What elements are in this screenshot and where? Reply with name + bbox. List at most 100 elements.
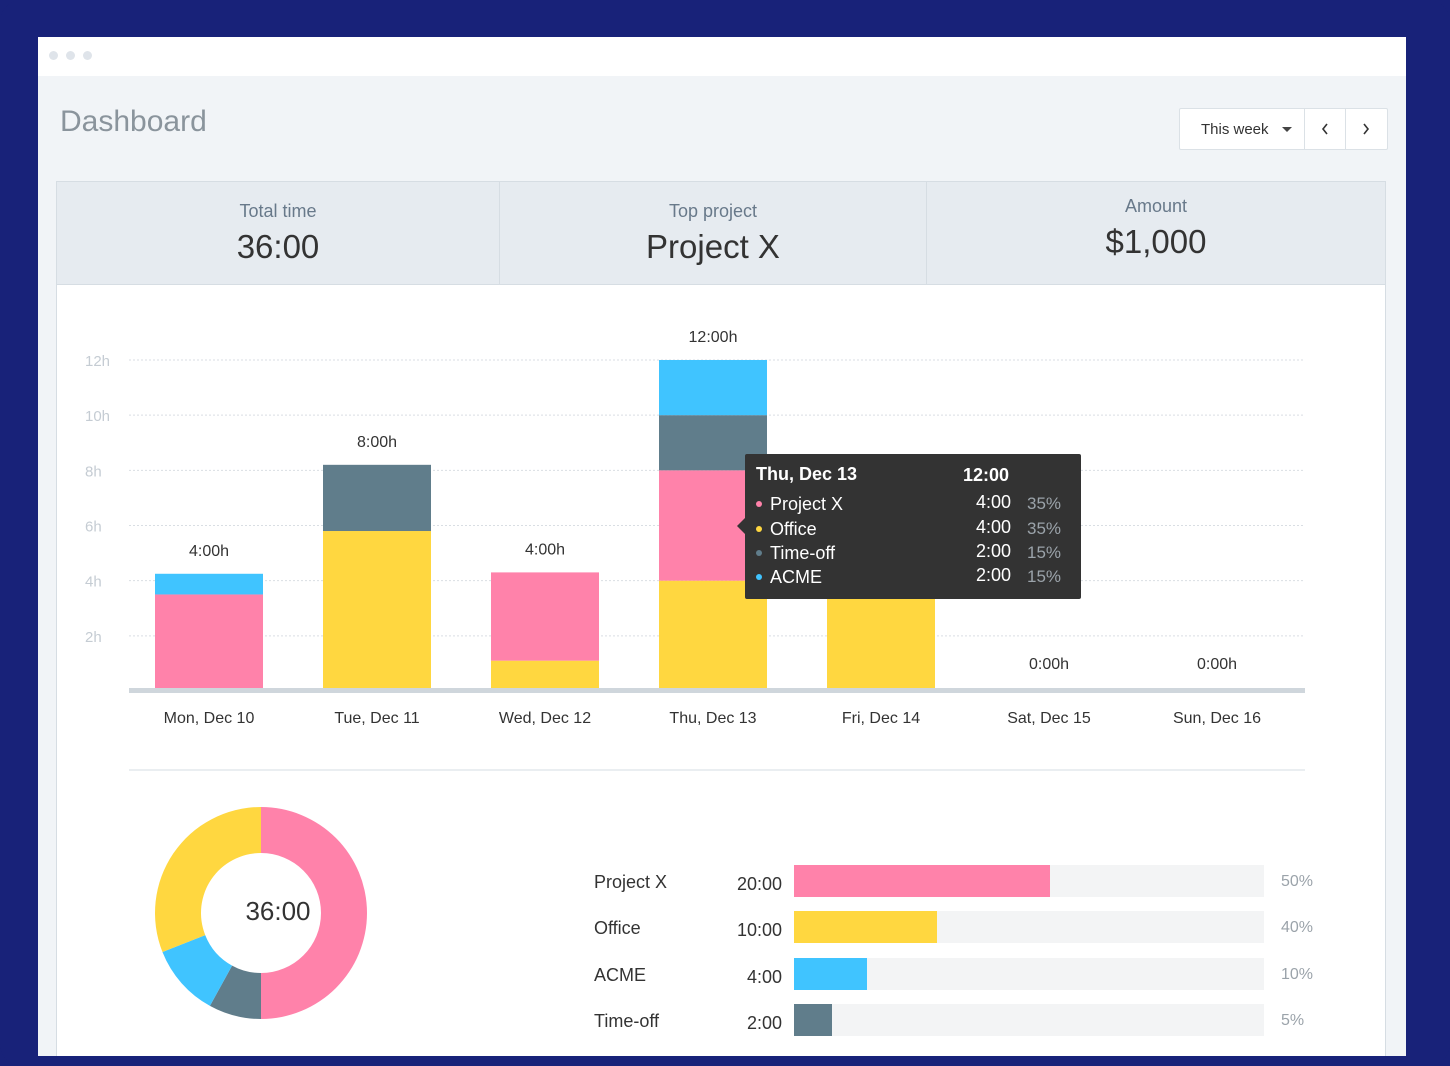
x-tick-label: Tue, Dec 11 xyxy=(334,710,419,727)
chart-baseline xyxy=(129,688,1305,693)
legend-bar-track xyxy=(794,865,1264,897)
stat-total-time: Total time 36:00 xyxy=(57,182,499,284)
donut-slice xyxy=(162,935,233,1006)
legend-name: Project X xyxy=(594,872,668,892)
tooltip-date: Thu, Dec 13 xyxy=(756,464,858,484)
tooltip-row: Time-off 2:00 15% xyxy=(745,541,1081,565)
bar-segment xyxy=(659,580,767,691)
page-title: Dashboard xyxy=(60,105,207,138)
x-tick-label: Wed, Dec 12 xyxy=(499,710,591,727)
legend-time: 20:00 xyxy=(736,874,782,894)
legend-bar-track xyxy=(794,958,1264,990)
tooltip-row-name: Project X xyxy=(770,494,844,514)
x-tick-label: Thu, Dec 13 xyxy=(669,710,756,727)
legend-time: 4:00 xyxy=(746,967,782,987)
bar-segment xyxy=(155,573,263,595)
window-dot-icon xyxy=(83,51,92,60)
tooltip-row-name: Office xyxy=(770,519,817,539)
tooltip-row-time: 2:00 xyxy=(975,565,1011,585)
project-x-dot-icon xyxy=(756,501,762,507)
legend-bar-fill xyxy=(794,958,867,990)
donut-center-label: 36:00 xyxy=(245,896,311,926)
tooltip-row-time: 4:00 xyxy=(975,492,1011,512)
y-tick-label: 12h xyxy=(85,353,110,370)
legend-bar-fill xyxy=(794,1004,832,1036)
bar-total-label: 0:00h xyxy=(1029,656,1069,673)
legend-name: Office xyxy=(594,918,641,938)
prev-week-button[interactable] xyxy=(1305,109,1345,149)
app-window: Dashboard This week Total time 36:00 xyxy=(38,37,1406,1056)
donut-slice xyxy=(209,965,261,1019)
bar-total-label: 4:00h xyxy=(525,541,565,558)
divider xyxy=(926,182,927,284)
bar-chart: 2h 4h 6h 8h 10h 12h 4:00h Mon, Dec 10 8:00h Tue, … xyxy=(85,329,1305,1019)
legend-time: 2:00 xyxy=(746,1013,782,1033)
donut-slice xyxy=(155,807,261,953)
tooltip-total: 12:00 xyxy=(963,465,1010,485)
tooltip-row-name: ACME xyxy=(770,567,823,587)
tooltip-row-name: Time-off xyxy=(770,543,836,563)
tooltip-row-pct: 15% xyxy=(1027,567,1062,586)
acme-dot-icon xyxy=(756,574,762,580)
y-tick-label: 10h xyxy=(85,408,110,425)
x-tick-label: Fri, Dec 14 xyxy=(842,710,920,727)
tooltip-row-time: 2:00 xyxy=(975,541,1011,561)
window-dot-icon xyxy=(66,51,75,60)
bar-total-label: 12:00h xyxy=(689,329,738,346)
x-tick-label: Sat, Dec 15 xyxy=(1007,710,1091,727)
time-off-dot-icon xyxy=(756,550,762,556)
legend-name: ACME xyxy=(594,965,647,985)
legend-row-acme[interactable]: ACME 4:00 10% xyxy=(594,958,1334,994)
range-select[interactable]: This week xyxy=(1180,109,1305,149)
x-tick-label: Mon, Dec 10 xyxy=(164,710,255,727)
bar-segment xyxy=(491,572,599,661)
legend-name: Time-off xyxy=(594,1011,660,1031)
legend-pct: 10% xyxy=(1281,966,1314,983)
stat-amount: Amount $1,000 xyxy=(927,182,1385,284)
dashboard-card: Total time 36:00 Top project Project X A… xyxy=(56,181,1386,1056)
bar-total-label: 4:00h xyxy=(189,543,229,560)
chevron-left-icon xyxy=(1321,123,1328,135)
tooltip-row: Project X 4:00 35% xyxy=(745,492,1081,516)
legend-pct: 40% xyxy=(1281,919,1314,936)
summary-stats: Total time 36:00 Top project Project X A… xyxy=(57,182,1385,285)
legend-bar-fill xyxy=(794,911,938,943)
tooltip-row-pct: 35% xyxy=(1027,494,1062,513)
bar-segment xyxy=(155,594,263,691)
next-week-button[interactable] xyxy=(1345,109,1385,149)
donut-slice xyxy=(261,807,367,1019)
stat-label: Amount xyxy=(1124,196,1188,216)
stat-value: $1,000 xyxy=(1105,223,1207,260)
legend-bar-track xyxy=(794,911,1264,943)
x-tick-label: Sun, Dec 16 xyxy=(1173,710,1261,727)
range-select-label: This week xyxy=(1201,120,1269,138)
legend-time: 10:00 xyxy=(736,920,782,940)
y-tick-label: 6h xyxy=(85,519,102,536)
stat-label: Total time xyxy=(239,201,317,221)
legend-row-office[interactable]: Office 10:00 40% xyxy=(594,911,1334,947)
stat-value: Project X xyxy=(646,228,780,265)
bar-total-label: 8:00h xyxy=(357,434,397,451)
tooltip-row-time: 4:00 xyxy=(975,517,1011,537)
chart-tooltip: Thu, Dec 13 12:00 Project X 4:00 35% Off… xyxy=(737,454,1081,599)
bar-segment xyxy=(491,660,599,691)
bar-segment xyxy=(659,360,767,416)
legend-pct: 5% xyxy=(1281,1012,1305,1029)
legend-pct: 50% xyxy=(1281,873,1314,890)
legend-bar-track xyxy=(794,1004,1264,1036)
office-dot-icon xyxy=(756,526,762,532)
tooltip-row: ACME 2:00 15% xyxy=(745,565,1081,589)
stat-top-project: Top project Project X xyxy=(500,182,926,284)
caret-down-icon xyxy=(1281,126,1292,132)
y-tick-label: 2h xyxy=(85,629,102,646)
tooltip-row-pct: 15% xyxy=(1027,543,1062,562)
date-range-control: This week xyxy=(1179,108,1388,150)
tooltip-row-pct: 35% xyxy=(1027,519,1062,538)
legend-row-time-off[interactable]: Time-off 2:00 5% xyxy=(594,1004,1334,1040)
legend-row-project-x[interactable]: Project X 20:00 50% xyxy=(594,865,1334,901)
divider xyxy=(499,182,500,284)
bar-total-label: 0:00h xyxy=(1197,656,1237,673)
y-tick-label: 8h xyxy=(85,463,102,480)
bar-segment xyxy=(323,531,431,691)
